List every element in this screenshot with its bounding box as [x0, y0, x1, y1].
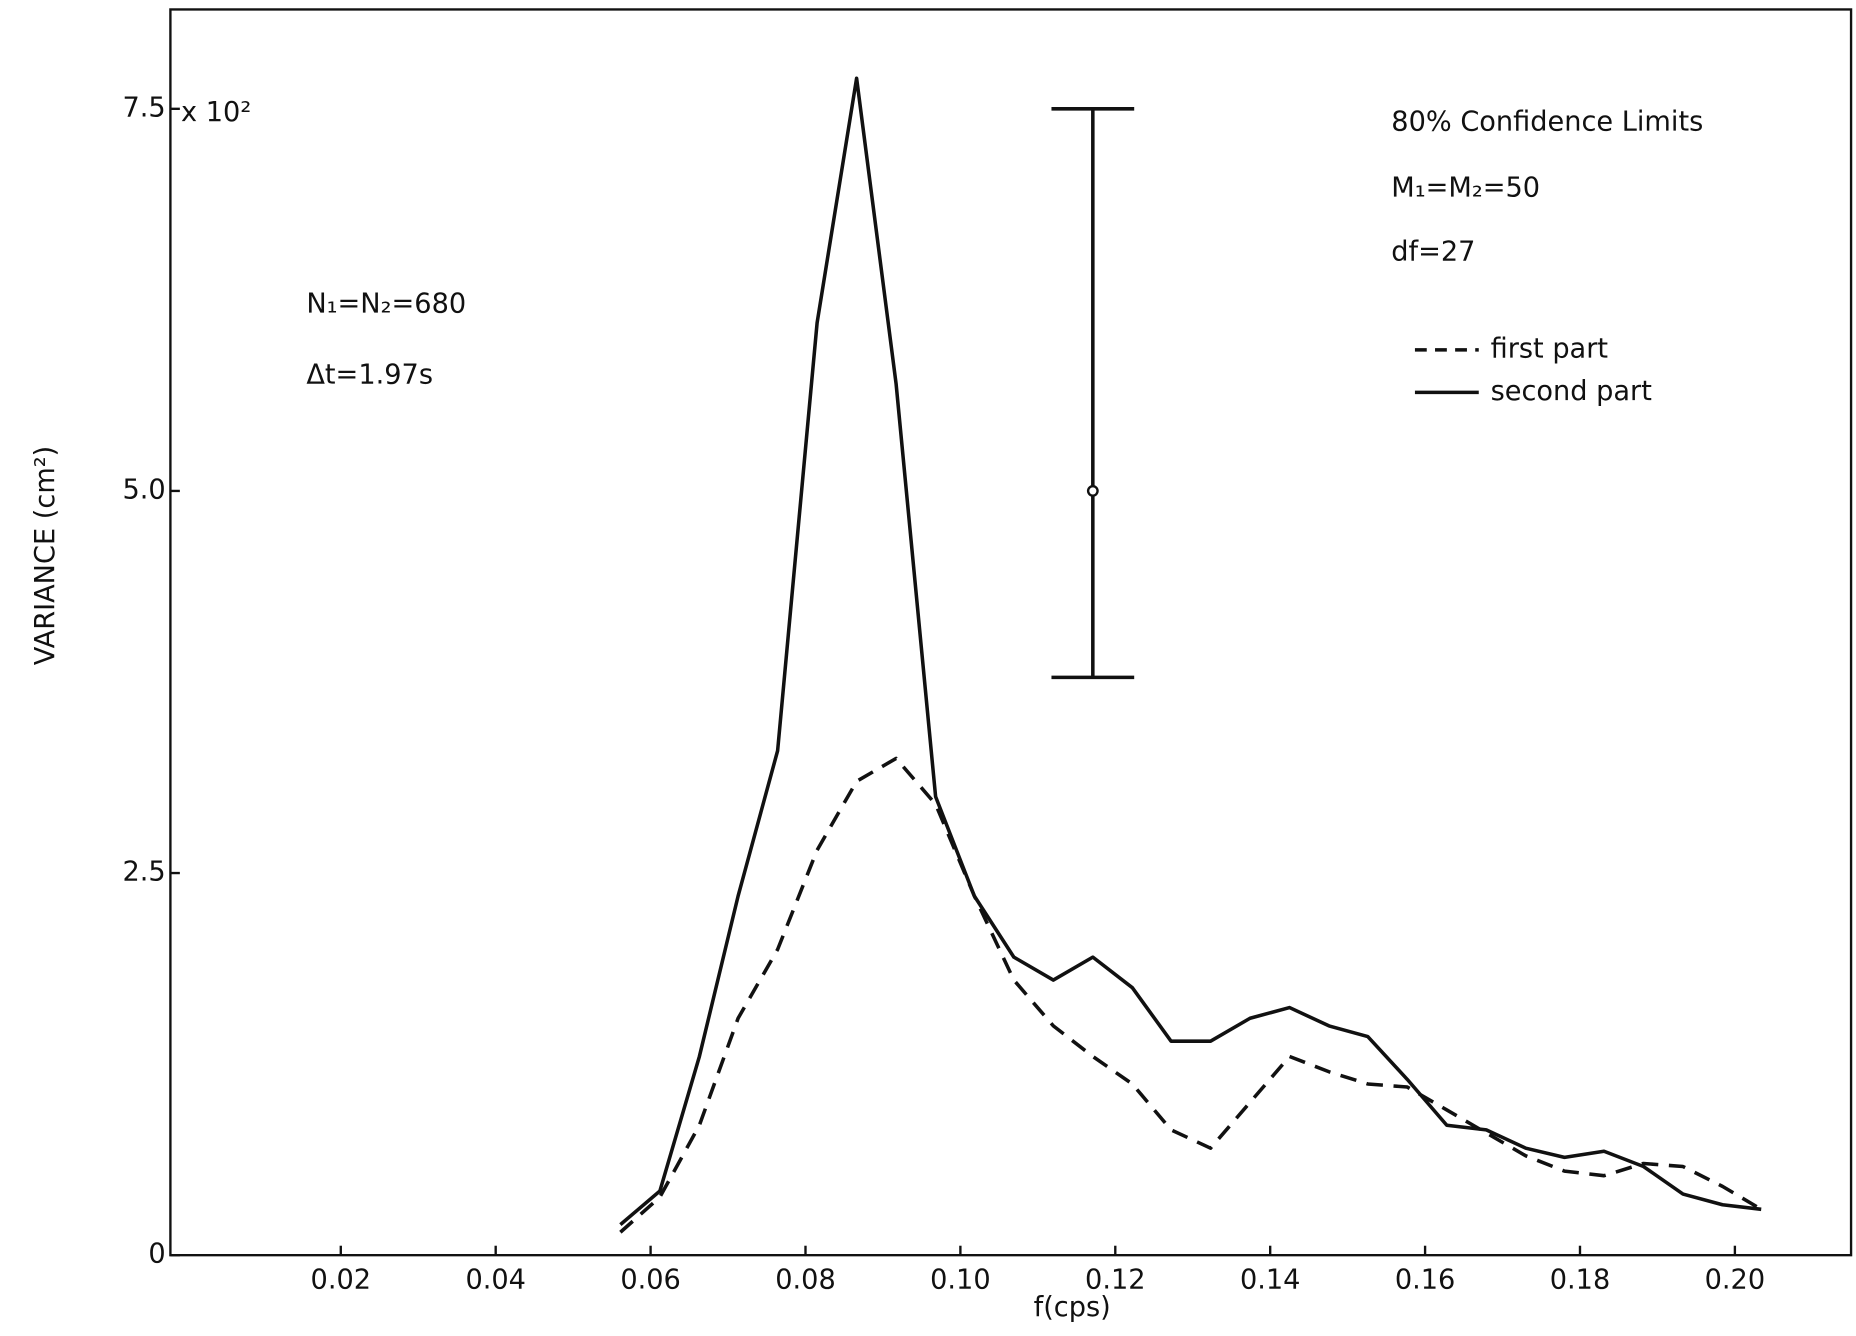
- x-axis-label: f(cps): [1034, 1292, 1111, 1323]
- legend-label: second part: [1491, 376, 1652, 407]
- annotation: N₁=N₂=680: [306, 288, 466, 319]
- series-line: [619, 756, 1763, 1234]
- x-tick-label: 0.04: [465, 1265, 525, 1296]
- x-tick-label: 0.12: [1085, 1265, 1145, 1296]
- ci-center: [1086, 485, 1099, 497]
- x-tick-label: 0.18: [1550, 1265, 1611, 1296]
- annotation: M₁=M₂=50: [1391, 173, 1540, 204]
- annotation: df=27: [1391, 236, 1475, 267]
- annotation: 80% Confidence Limits: [1391, 106, 1703, 137]
- x-tick-label: 0.06: [620, 1265, 681, 1296]
- series-line: [619, 76, 1762, 1226]
- y-tick-label: 5.0: [122, 474, 165, 505]
- y-tick-label: 2.5: [122, 857, 165, 888]
- annotation: Δt=1.97s: [306, 359, 433, 390]
- x-tick-label: 0.14: [1240, 1265, 1301, 1296]
- y-multiplier: x 10²: [181, 97, 251, 128]
- y-tick-label: 7.5: [122, 92, 165, 123]
- y-tick-label: 0: [148, 1239, 165, 1270]
- x-tick-label: 0.02: [311, 1265, 372, 1296]
- x-tick-label: 0.16: [1395, 1265, 1456, 1296]
- x-tick-label: 0.10: [930, 1265, 991, 1296]
- y-axis-label: VARIANCE (cm²): [30, 446, 61, 666]
- plot-frame: [169, 8, 1853, 1257]
- legend-label: first part: [1491, 333, 1608, 364]
- x-tick-label: 0.20: [1705, 1265, 1766, 1296]
- x-tick-label: 0.08: [775, 1265, 836, 1296]
